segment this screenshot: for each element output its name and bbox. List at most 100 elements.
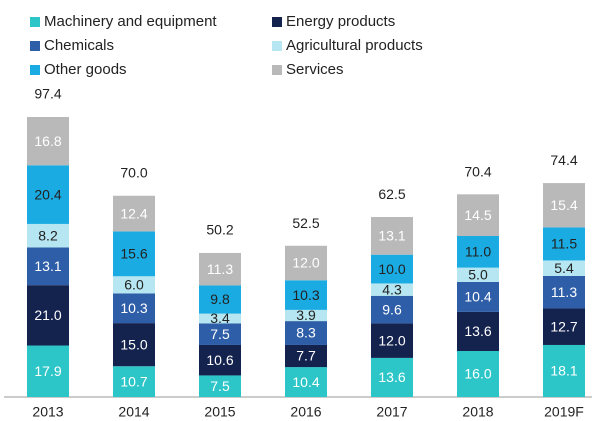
bar-segment: [371, 323, 413, 358]
bar-segment: [199, 252, 241, 286]
bar-segment: [457, 267, 499, 282]
bar-segment: [199, 323, 241, 345]
legend-label: Services: [286, 61, 344, 78]
legend-swatch: [30, 41, 40, 51]
value-label: 3.9: [296, 307, 316, 323]
bar-segment: [27, 247, 69, 286]
bar-segment: [457, 351, 499, 397]
value-label: 3.4: [210, 310, 230, 326]
value-label: 10.6: [206, 352, 233, 368]
value-label: 11.0: [465, 244, 491, 260]
bar-segment: [457, 282, 499, 312]
bar-segment: [457, 194, 499, 236]
bar-segment: [27, 285, 69, 346]
x-tick-label: 2014: [118, 404, 149, 420]
value-label: 21.0: [34, 307, 61, 323]
bar-segment: [27, 165, 69, 224]
bar-segment: [113, 195, 155, 232]
bar-segment: [371, 283, 413, 296]
x-tick-label: 2019F: [544, 404, 584, 420]
value-label: 15.0: [120, 336, 147, 352]
value-label: 7.7: [296, 348, 316, 364]
bar-segment: [285, 321, 327, 345]
bar-segment: [199, 285, 241, 314]
legend-label: Machinery and equipment: [44, 13, 217, 30]
value-label: 10.4: [464, 289, 491, 305]
legend-swatch: [272, 65, 282, 75]
value-label: 11.3: [207, 261, 233, 277]
total-label: 52.5: [292, 215, 319, 231]
bar-segment: [371, 254, 413, 284]
value-label: 15.6: [120, 246, 147, 262]
legend-swatch: [30, 17, 40, 27]
value-label: 5.4: [554, 260, 574, 276]
value-label: 12.0: [292, 255, 319, 271]
value-label: 18.1: [550, 363, 577, 379]
legend-swatch: [30, 65, 40, 75]
bar-segment: [371, 295, 413, 324]
bar-segment: [27, 345, 69, 397]
bar-segment: [543, 308, 585, 345]
value-label: 9.8: [210, 291, 230, 307]
bar-segment: [113, 276, 155, 294]
value-label: 12.0: [378, 332, 405, 348]
value-label: 12.4: [120, 205, 147, 221]
bar-segment: [543, 183, 585, 228]
bar-segment: [199, 344, 241, 376]
bar-segment: [543, 227, 585, 261]
value-label: 12.7: [550, 318, 577, 334]
value-label: 20.4: [34, 186, 61, 202]
bar-segment: [27, 223, 69, 248]
bar-segment: [27, 116, 69, 166]
bar-segment: [113, 366, 155, 397]
value-label: 4.3: [382, 281, 402, 297]
value-label: 7.5: [210, 378, 230, 394]
value-label: 5.0: [468, 267, 488, 283]
bar-segment: [543, 275, 585, 309]
total-label: 74.4: [550, 152, 577, 168]
value-label: 10.0: [378, 261, 405, 277]
bar-segment: [199, 375, 241, 397]
legend-label: Chemicals: [44, 37, 114, 54]
bar-segment: [113, 323, 155, 367]
legend-label: Other goods: [44, 61, 127, 78]
value-label: 13.1: [378, 228, 405, 244]
value-label: 15.4: [550, 197, 577, 213]
total-label: 70.4: [464, 163, 491, 179]
bar-segment: [113, 293, 155, 324]
value-label: 10.4: [292, 374, 319, 390]
bar-segment: [285, 280, 327, 310]
total-label: 50.2: [206, 221, 233, 237]
bar-segment: [457, 236, 499, 268]
bar-segment: [543, 344, 585, 397]
bar-segment: [371, 217, 413, 255]
bar-segment: [371, 357, 413, 397]
value-label: 10.3: [292, 287, 319, 303]
value-label: 6.0: [124, 277, 144, 293]
value-label: 13.1: [34, 258, 61, 274]
value-label: 8.2: [38, 227, 58, 243]
value-label: 14.5: [464, 207, 491, 223]
bar-segment: [285, 309, 327, 322]
legend-label: Energy products: [286, 13, 395, 30]
bar-segment: [113, 231, 155, 277]
legend-swatch: [272, 41, 282, 51]
legend-label: Agricultural products: [286, 37, 423, 54]
bar-segment: [543, 260, 585, 276]
value-label: 10.3: [120, 300, 147, 316]
value-label: 16.0: [464, 366, 491, 382]
value-label: 9.6: [382, 301, 402, 317]
total-label: 62.5: [378, 186, 405, 202]
value-label: 7.5: [210, 326, 230, 342]
value-label: 11.5: [551, 236, 577, 252]
bar-segment: [199, 313, 241, 324]
value-label: 10.7: [120, 373, 147, 389]
bar-segment: [285, 367, 327, 397]
x-tick-label: 2013: [32, 404, 63, 420]
value-label: 17.9: [34, 363, 61, 379]
legend-swatch: [272, 17, 282, 27]
bar-segment: [457, 311, 499, 351]
bar-segment: [285, 245, 327, 281]
bar-segment: [285, 344, 327, 368]
